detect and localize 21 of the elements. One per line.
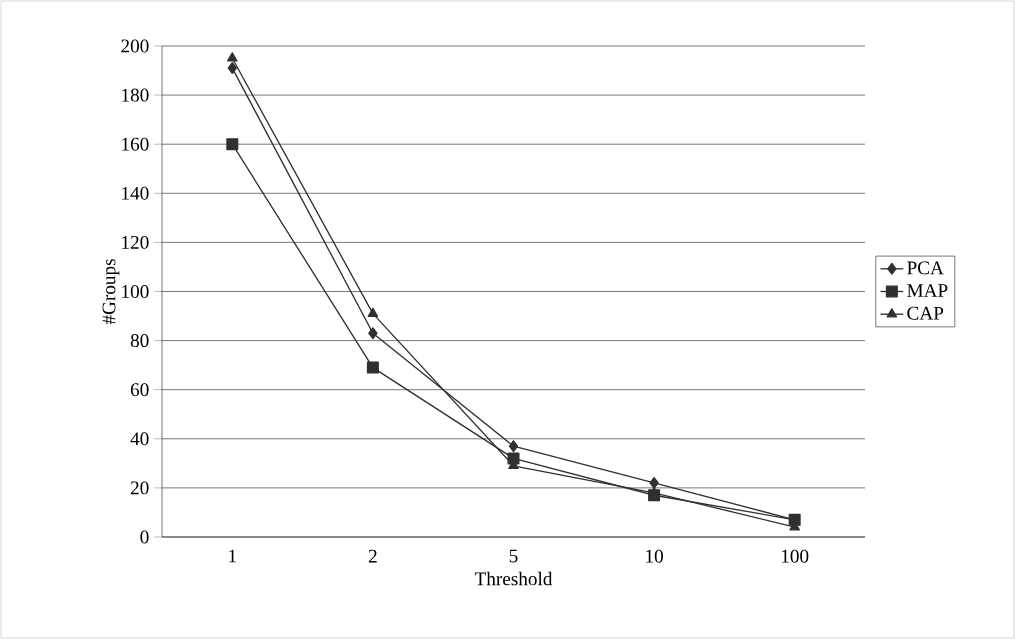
- x-tick-label: 1: [229, 549, 236, 563]
- x-tick-label: 10: [646, 549, 663, 563]
- y-axis-title: #Groups: [102, 259, 120, 325]
- y-tick-label: 160: [122, 137, 149, 151]
- legend-label: MAP: [907, 284, 948, 297]
- y-tick-label: 200: [121, 39, 149, 53]
- x-axis-title: Threshold: [474, 571, 553, 586]
- x-tick-label: 2: [368, 549, 377, 563]
- y-tick-label: 20: [130, 481, 149, 495]
- y-tick-label: 60: [130, 383, 149, 397]
- y-tick-label: 180: [122, 88, 149, 102]
- legend-label: CAP: [907, 306, 944, 320]
- y-tick-label: 40: [130, 432, 149, 446]
- x-tick-label: 100: [781, 549, 809, 563]
- x-tick-label: 5: [509, 549, 518, 563]
- y-tick-label: 140: [122, 186, 149, 200]
- y-tick-label: 0: [140, 530, 149, 544]
- y-tick-label: 80: [130, 334, 149, 348]
- y-tick-label: 120: [122, 235, 149, 249]
- legend-label: PCA: [907, 261, 944, 275]
- y-tick-label: 100: [122, 285, 149, 298]
